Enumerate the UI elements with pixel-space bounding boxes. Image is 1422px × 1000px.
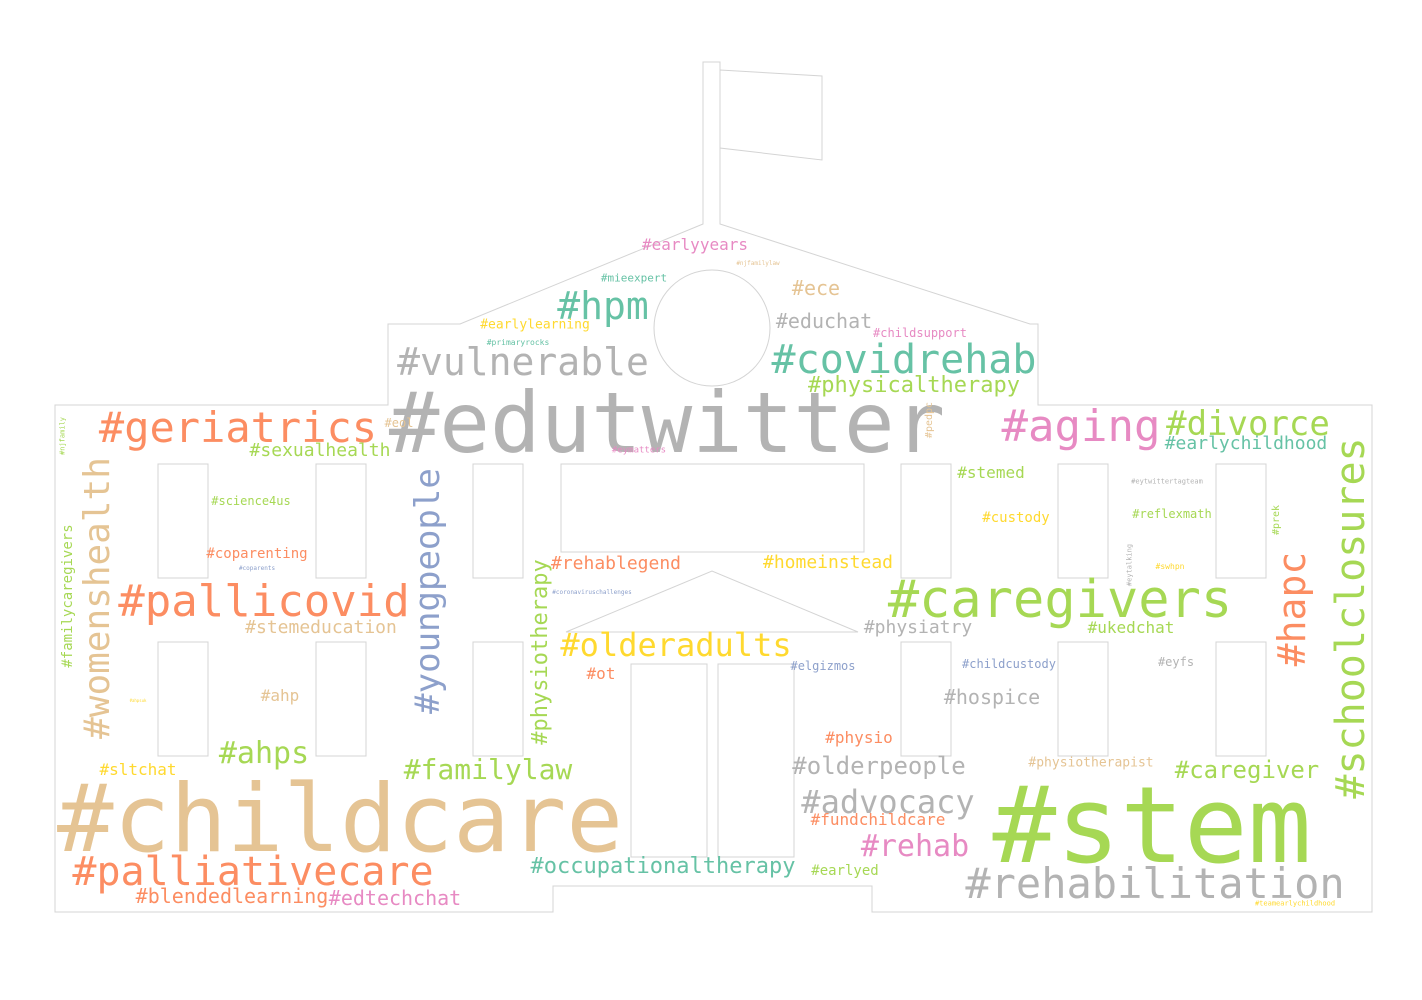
hashtag-aging[interactable]: #aging (1001, 401, 1161, 452)
hashtag-physiatry[interactable]: #physiatry (863, 617, 973, 638)
window (157, 463, 209, 579)
hashtag-earlyyears[interactable]: #earlyyears (642, 235, 748, 254)
hashtag-childcustody[interactable]: #childcustody (962, 657, 1056, 671)
hashtag-teamearlychildhood[interactable]: #teamearlychildhood (1254, 899, 1336, 908)
hashtag-prek[interactable]: #prek (1271, 504, 1282, 536)
hashtag-hpm[interactable]: #hpm (557, 284, 649, 328)
hashtag-stem[interactable]: #stem (992, 764, 1312, 887)
hashtag-physiotherapist[interactable]: #physiotherapist (1028, 755, 1154, 771)
hashtag-covidrehab[interactable]: #covidrehab (771, 337, 1037, 383)
round-window (653, 269, 771, 387)
hashtag-coronaviruschallenges[interactable]: #coronaviruschallenges (552, 589, 632, 596)
hashtag-familylaw[interactable]: #familylaw (403, 753, 573, 786)
flag (719, 69, 823, 161)
hashtag-edtechchat[interactable]: #edtechchat (328, 886, 462, 910)
hashtag-familycaregivers[interactable]: #familycaregivers (60, 524, 76, 668)
hashtag-physio[interactable]: #physio (825, 728, 893, 747)
hashtag-caregiver[interactable]: #caregiver (1174, 756, 1320, 784)
hashtag-ece[interactable]: #ece (791, 276, 841, 300)
hashtag-earlyed[interactable]: #earlyed (811, 863, 879, 879)
right-door (717, 663, 795, 858)
hashtag-pedpc[interactable]: #pedpc (924, 401, 935, 439)
hashtag-eytalking[interactable]: #eytalking (1125, 543, 1134, 587)
sign-board (560, 463, 865, 553)
window (1215, 463, 1267, 579)
hashtag-earlylearning[interactable]: #earlylearning (480, 317, 590, 333)
hashtag-ot[interactable]: #ot (586, 664, 616, 683)
hashtag-caregivers[interactable]: #caregivers (887, 570, 1233, 630)
hashtag-youngpeople[interactable]: #youngpeople (408, 468, 448, 714)
hashtag-eytwittertagteam[interactable]: #eytwittertagteam (1131, 477, 1203, 486)
hashtag-palliativecare[interactable]: #palliativecare (72, 849, 434, 895)
hashtag-eymatters[interactable]: #eymatters (611, 445, 667, 456)
hashtag-eyfs[interactable]: #eyfs (1157, 655, 1195, 669)
hashtag-advocacy[interactable]: #advocacy (801, 783, 975, 821)
hashtag-coparenting[interactable]: #coparenting (206, 546, 308, 562)
window (1215, 641, 1267, 757)
hashtag-sltchat[interactable]: #sltchat (99, 760, 177, 779)
window (315, 463, 367, 579)
hashtag-physicaltherapy[interactable]: #physicaltherapy (808, 373, 1020, 398)
hashtag-schoolclosures[interactable]: #schoolclosures (1328, 437, 1374, 799)
hashtag-blendedlearning[interactable]: #blendedlearning (135, 884, 329, 908)
hashtag-reflexmath[interactable]: #reflexmath (1132, 507, 1212, 521)
hashtag-njfamily[interactable]: #njfamily (58, 417, 67, 455)
hashtag-childsupport[interactable]: #childsupport (873, 326, 967, 340)
hashtag-rehab[interactable]: #rehab (860, 829, 970, 864)
hashtag-olderadults[interactable]: #olderadults (560, 626, 792, 664)
hashtag-ahpsuk[interactable]: #ahpsuk (129, 698, 147, 703)
window (157, 641, 209, 757)
hashtag-pallicovid[interactable]: #pallicovid (118, 576, 410, 627)
hashtag-earlychildhood[interactable]: #earlychildhood (1164, 433, 1328, 454)
hashtag-stemeducation[interactable]: #stemeducation (245, 617, 397, 638)
hashtag-fundchildcare[interactable]: #fundchildcare (810, 810, 946, 829)
hashtag-geriatrics[interactable]: #geriatrics (98, 403, 378, 452)
hashtag-edutwitter[interactable]: #edutwitter (388, 374, 946, 472)
hashtag-stemed[interactable]: #stemed (957, 463, 1025, 482)
hashtag-science4us[interactable]: #science4us (211, 494, 291, 508)
window (472, 463, 524, 579)
hashtag-swhpn[interactable]: #swhpn (1155, 562, 1185, 571)
hashtag-physiotherapy[interactable]: #physiotherapy (528, 559, 553, 745)
window (315, 641, 367, 757)
window (472, 641, 524, 757)
hashtag-homeinstead[interactable]: #homeinstead (762, 552, 894, 573)
window (900, 641, 952, 757)
hashtag-childcare[interactable]: #childcare (57, 765, 623, 874)
hashtag-divorce[interactable]: #divorce (1166, 404, 1330, 444)
hashtag-hospice[interactable]: #hospice (943, 685, 1041, 709)
hashtag-ahp[interactable]: #ahp (260, 686, 300, 705)
hashtag-womenshealth[interactable]: #womenshealth (77, 457, 118, 739)
hashtag-eol[interactable]: #eol (384, 416, 414, 430)
hashtag-educhat[interactable]: #educhat (775, 309, 873, 333)
hashtag-hapc[interactable]: #hapc (1270, 551, 1314, 667)
hashtag-elgizmos[interactable]: #elgizmos (790, 659, 856, 673)
building-silhouette (54, 61, 1373, 913)
window (1057, 641, 1109, 757)
window (900, 463, 952, 579)
hashtag-vulnerable[interactable]: #vulnerable (397, 340, 649, 384)
hashtag-ukedchat[interactable]: #ukedchat (1087, 618, 1175, 637)
left-door (630, 663, 708, 858)
hashtag-rehabilitation[interactable]: #rehabilitation (965, 859, 1345, 908)
hashtag-primaryrocks[interactable]: #primaryrocks (486, 338, 550, 347)
hashtag-njfamilylaw[interactable]: #njfamilylaw (736, 260, 780, 267)
hashtag-coparents[interactable]: #coparents (238, 565, 276, 572)
hashtag-rehablegend[interactable]: #rehablegend (550, 553, 682, 574)
hashtag-olderpeople[interactable]: #olderpeople (792, 752, 966, 780)
hashtag-ahps[interactable]: #ahps (218, 736, 310, 771)
hashtag-occupationaltherapy[interactable]: #occupationaltherapy (530, 854, 796, 879)
window (1057, 463, 1109, 579)
hashtag-custody[interactable]: #custody (982, 510, 1050, 526)
entry-roof (565, 570, 859, 633)
hashtag-mieexpert[interactable]: #mieexpert (600, 271, 668, 285)
hashtag-sexualhealth[interactable]: #sexualhealth (249, 440, 391, 461)
